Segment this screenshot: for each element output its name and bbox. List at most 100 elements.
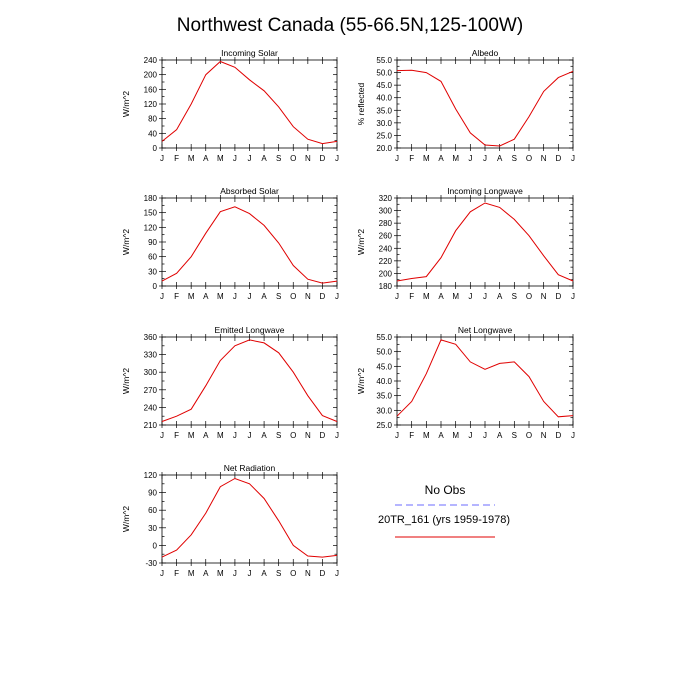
y-tick-label: 50.0 <box>376 69 392 78</box>
y-tick-label: 120 <box>144 471 158 480</box>
x-tick-label: J <box>335 292 339 301</box>
panel-5: Emitted Longwave W/m^2 210 240 270 300 330 360 J… <box>121 325 339 440</box>
y-axis-label: W/m^2 <box>121 506 131 532</box>
x-tick-label: M <box>188 431 195 440</box>
panel-title: Emitted Longwave <box>215 325 285 335</box>
series-line <box>161 206 338 284</box>
x-tick-label: N <box>541 154 547 163</box>
x-tick-label: M <box>452 292 459 301</box>
y-tick-label: 25.0 <box>376 131 392 140</box>
y-tick-label: 240 <box>144 403 158 412</box>
panel-6: Net Longwave W/m^2 25.0 30.0 35.0 40.0 45.0 50.… <box>356 325 575 440</box>
x-tick-label: F <box>174 292 179 301</box>
x-tick-label: J <box>395 431 399 440</box>
y-tick-label: 200 <box>379 269 393 278</box>
legend: No Obs 20TR_161 (yrs 1959-1978) <box>378 483 510 538</box>
x-tick-label: D <box>555 154 561 163</box>
x-tick-label: J <box>248 569 252 578</box>
x-tick-label: A <box>261 431 267 440</box>
y-tick-label: 30.0 <box>376 406 392 415</box>
y-tick-label: 55.0 <box>376 56 392 65</box>
x-tick-label: J <box>160 292 164 301</box>
x-tick-label: N <box>305 292 311 301</box>
x-tick-label: D <box>320 569 326 578</box>
x-tick-label: J <box>160 569 164 578</box>
y-tick-label: 300 <box>379 207 393 216</box>
series-line <box>161 339 338 422</box>
x-tick-label: F <box>409 154 414 163</box>
y-tick-label: 35.0 <box>376 106 392 115</box>
x-tick-label: A <box>497 154 503 163</box>
panel-title: Absorbed Solar <box>220 186 279 196</box>
x-tick-label: O <box>290 431 296 440</box>
x-tick-label: N <box>541 431 547 440</box>
x-tick-label: O <box>290 292 296 301</box>
legend-obs-label: No Obs <box>425 483 466 497</box>
x-tick-label: F <box>174 154 179 163</box>
y-tick-label: 300 <box>144 368 158 377</box>
x-tick-label: J <box>248 154 252 163</box>
y-tick-label: 60 <box>148 253 157 262</box>
x-tick-label: D <box>320 292 326 301</box>
y-tick-label: 220 <box>379 257 393 266</box>
x-tick-label: S <box>276 569 281 578</box>
y-tick-label: 200 <box>144 71 158 80</box>
y-tick-label: 55.0 <box>376 333 392 342</box>
x-tick-label: S <box>512 292 517 301</box>
panel-title: Incoming Solar <box>221 48 278 58</box>
x-tick-label: J <box>468 154 472 163</box>
y-tick-label: 90 <box>148 489 157 498</box>
x-tick-label: A <box>203 292 209 301</box>
y-tick-label: 360 <box>144 333 158 342</box>
plot-frame <box>161 197 338 287</box>
y-tick-label: 40.0 <box>376 377 392 386</box>
x-tick-label: M <box>423 292 430 301</box>
x-tick-label: F <box>409 431 414 440</box>
y-tick-label: 60 <box>148 506 157 515</box>
y-tick-label: -30 <box>145 559 157 568</box>
x-tick-label: S <box>512 431 517 440</box>
x-tick-label: M <box>452 154 459 163</box>
panel-title: Net Longwave <box>458 325 513 335</box>
x-tick-label: J <box>395 154 399 163</box>
x-tick-label: J <box>248 431 252 440</box>
x-tick-label: F <box>409 292 414 301</box>
x-tick-label: S <box>512 154 517 163</box>
x-tick-label: O <box>290 154 296 163</box>
y-tick-label: 45.0 <box>376 362 392 371</box>
plot-frame <box>396 197 574 287</box>
x-tick-label: M <box>217 292 224 301</box>
y-tick-label: 120 <box>144 223 158 232</box>
x-tick-label: N <box>305 569 311 578</box>
x-tick-label: M <box>217 154 224 163</box>
y-tick-label: 0 <box>153 282 158 291</box>
x-tick-label: J <box>335 569 339 578</box>
x-tick-label: J <box>571 292 575 301</box>
y-axis-label: W/m^2 <box>121 368 131 394</box>
series-line <box>396 339 574 418</box>
x-tick-label: A <box>497 292 503 301</box>
y-tick-label: 240 <box>379 244 393 253</box>
x-tick-label: J <box>468 431 472 440</box>
x-tick-label: M <box>452 431 459 440</box>
y-tick-label: 30 <box>148 267 157 276</box>
y-tick-label: 0 <box>153 144 158 153</box>
x-tick-label: J <box>395 292 399 301</box>
x-tick-label: A <box>438 154 444 163</box>
x-tick-label: O <box>526 431 532 440</box>
x-tick-label: D <box>320 154 326 163</box>
x-tick-label: J <box>571 431 575 440</box>
plot-frame <box>396 336 574 426</box>
panel-title: Albedo <box>472 48 499 58</box>
x-tick-label: J <box>233 431 237 440</box>
x-tick-label: J <box>160 431 164 440</box>
x-tick-label: S <box>276 431 281 440</box>
y-tick-label: 45.0 <box>376 81 392 90</box>
panel-4: Incoming Longwave W/m^2 180 200 220 240 260 280… <box>356 186 575 301</box>
y-tick-label: 120 <box>144 100 158 109</box>
y-tick-label: 180 <box>379 282 393 291</box>
x-tick-label: J <box>248 292 252 301</box>
series-line <box>396 69 574 147</box>
y-tick-label: 270 <box>144 386 158 395</box>
